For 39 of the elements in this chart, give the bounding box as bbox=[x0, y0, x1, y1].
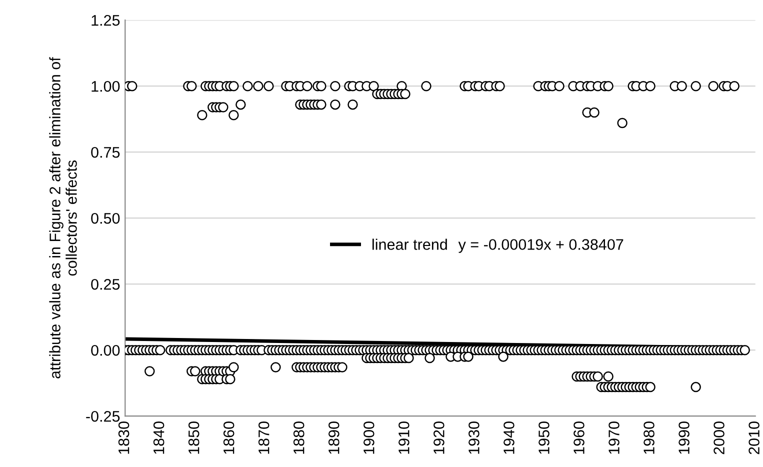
x-tick-label: 1890 bbox=[328, 422, 340, 454]
point bbox=[218, 102, 228, 112]
y-tick-label: 1.25 bbox=[92, 14, 120, 26]
y-tick-label: -0.25 bbox=[86, 410, 120, 422]
x-tick-label: 1850 bbox=[188, 422, 200, 454]
x-tick-label: 2010 bbox=[748, 422, 760, 454]
y-tick-label: 0.50 bbox=[91, 212, 120, 224]
y-tick-label: 0.00 bbox=[91, 344, 120, 356]
x-tick-label: 1840 bbox=[153, 422, 164, 454]
x-tick-label: 1990 bbox=[678, 422, 690, 454]
x-tick-label: 1930 bbox=[468, 422, 480, 454]
point bbox=[348, 99, 358, 110]
x-tick-label: 1970 bbox=[608, 422, 620, 454]
x-tick-label: 1860 bbox=[223, 422, 234, 454]
annotation: y = -0.00019x + 0.38407 bbox=[458, 239, 624, 253]
point bbox=[228, 110, 239, 120]
x-tick-label: 1880 bbox=[293, 422, 304, 454]
y-tick-label: 1.00 bbox=[92, 80, 120, 92]
x-tick-label: 1980 bbox=[644, 422, 654, 454]
x-tick-label: 1960 bbox=[574, 422, 584, 454]
x-tick-label: 1910 bbox=[398, 422, 410, 454]
point bbox=[617, 118, 628, 128]
x-tick-label: 2000 bbox=[714, 422, 724, 454]
x-tick-label: 1870 bbox=[258, 422, 270, 454]
x-tick-label: 1920 bbox=[434, 422, 444, 454]
point bbox=[197, 110, 208, 120]
x-tick-label: 1900 bbox=[364, 422, 374, 454]
point bbox=[589, 107, 600, 118]
legend-label: linear trend bbox=[372, 238, 447, 250]
x-tick-label: 1940 bbox=[504, 422, 514, 454]
y-axis-title: attribute value as in Figure 2 after elimination of collectors' effects bbox=[49, 57, 77, 378]
point bbox=[330, 99, 340, 110]
point bbox=[236, 99, 246, 110]
point bbox=[316, 99, 326, 110]
y-tick-label: 0.75 bbox=[91, 146, 120, 158]
x-tick-label: 1950 bbox=[538, 422, 550, 454]
x-tick-label: 1830 bbox=[118, 422, 130, 454]
point bbox=[400, 88, 410, 100]
y-tick-label: 0.25 bbox=[91, 278, 120, 290]
